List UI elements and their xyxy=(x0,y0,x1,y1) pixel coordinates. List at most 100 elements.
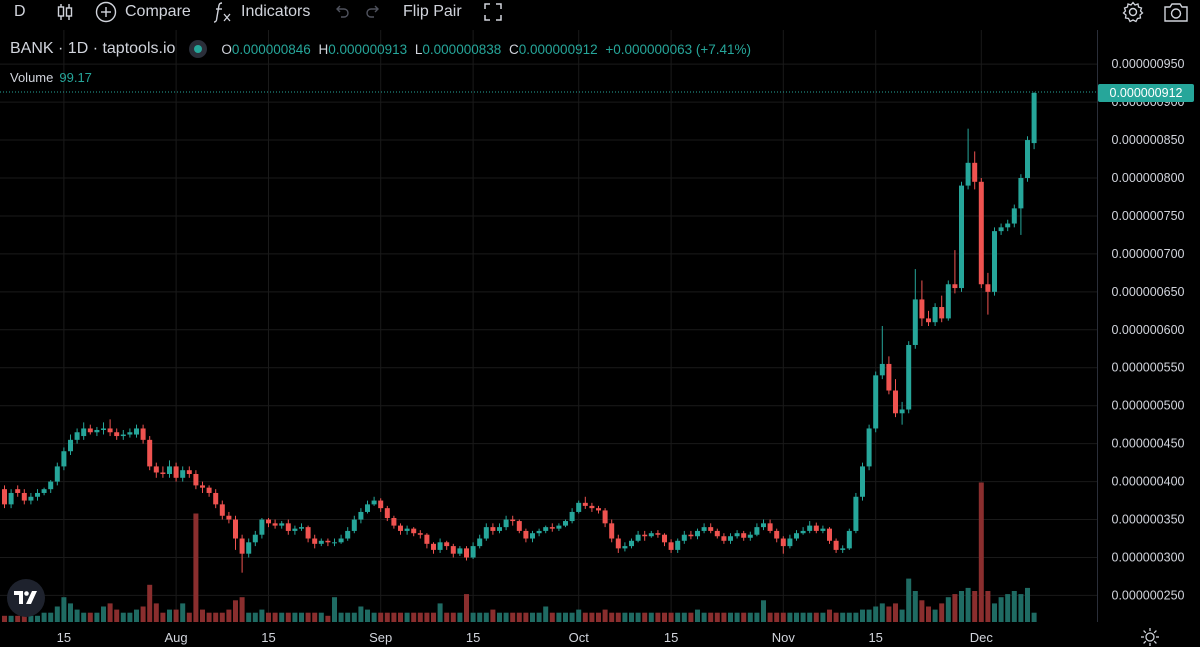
volume-bar xyxy=(81,612,87,622)
volume-bar xyxy=(371,612,377,622)
candle-body xyxy=(774,530,780,539)
candle-body xyxy=(384,508,390,519)
volume-bar xyxy=(800,612,806,622)
volume-bar xyxy=(54,606,60,622)
volume-bar xyxy=(384,612,390,622)
price-tick-label: 0.000000300 xyxy=(1112,550,1185,564)
volume-bar xyxy=(431,612,436,622)
candle-body xyxy=(431,543,436,550)
candle-body xyxy=(998,227,1004,232)
time-tick-label: Dec xyxy=(970,630,994,645)
time-axis-settings[interactable] xyxy=(1141,628,1159,646)
tradingview-logo[interactable] xyxy=(7,579,45,617)
volume-bar xyxy=(589,612,595,622)
chart-type-button[interactable] xyxy=(55,0,75,24)
candle-body xyxy=(450,546,456,554)
volume-bar xyxy=(2,615,7,622)
volume-bar xyxy=(510,612,516,622)
price-tick-label: 0.000000800 xyxy=(1112,171,1185,185)
candle-body xyxy=(978,181,984,285)
volume-bar xyxy=(939,603,945,622)
volume-bar xyxy=(365,609,370,622)
candle-body xyxy=(1005,223,1011,228)
volume-bar xyxy=(596,612,601,622)
candle-body xyxy=(477,538,483,547)
indicators-button[interactable]: Indicators xyxy=(213,0,310,24)
candle-body xyxy=(437,542,443,550)
fullscreen-icon xyxy=(483,2,503,22)
volume-bar xyxy=(978,482,984,622)
candle-body xyxy=(464,548,469,558)
candles-icon xyxy=(55,2,75,22)
candle-body xyxy=(285,523,291,531)
fullscreen-button[interactable] xyxy=(483,0,503,24)
candle-body xyxy=(444,542,450,547)
candle-body xyxy=(497,527,502,531)
volume-bar xyxy=(741,612,747,622)
candle-body xyxy=(167,466,172,474)
volume-bar xyxy=(41,612,47,622)
candle-body xyxy=(305,527,311,539)
compare-button[interactable]: Compare xyxy=(95,0,191,24)
volume-bar xyxy=(464,594,469,622)
candle-body xyxy=(602,510,608,524)
high-key: H xyxy=(318,41,329,57)
volume-bar xyxy=(728,612,733,622)
volume-bar xyxy=(721,612,727,622)
volume-bar xyxy=(807,612,813,622)
volume-bar xyxy=(285,612,291,622)
price-tick-label: 0.000000850 xyxy=(1112,133,1185,147)
candle-body xyxy=(939,307,945,319)
candle-body xyxy=(411,528,417,534)
volume-bar xyxy=(147,584,153,622)
candle-body xyxy=(510,519,516,522)
volume-bar xyxy=(886,606,892,622)
volume-label: Volume xyxy=(10,70,54,85)
volume-bar xyxy=(972,591,978,622)
candle-body xyxy=(173,466,179,478)
volume-bar xyxy=(602,609,608,622)
volume-bar xyxy=(318,612,324,622)
candle-body xyxy=(193,474,199,486)
volume-bar xyxy=(1031,612,1037,622)
candle-body xyxy=(965,162,971,186)
candle-body xyxy=(279,523,285,526)
volume-bar xyxy=(312,612,318,622)
candle-body xyxy=(21,492,27,501)
volume-bar xyxy=(582,612,588,622)
candle-body xyxy=(292,528,298,531)
interval-button[interactable]: D xyxy=(14,0,26,24)
symbol-title[interactable]: BANK · 1D · taptools.io xyxy=(10,40,176,57)
volume-bar xyxy=(932,609,938,622)
volume-bar xyxy=(424,612,430,622)
candle-body xyxy=(879,363,885,376)
volume-bar xyxy=(219,612,225,622)
volume-bar xyxy=(708,612,714,622)
flip-pair-button[interactable]: Flip Pair xyxy=(403,0,462,24)
redo-button[interactable] xyxy=(364,0,382,24)
candle-body xyxy=(629,540,634,547)
volume-bar xyxy=(906,578,912,622)
price-tick-label: 0.000000500 xyxy=(1112,399,1185,413)
candle-body xyxy=(94,429,100,433)
top-toolbar: D Compare Indicators Flip Pair xyxy=(0,0,1200,26)
volume-bar xyxy=(840,612,846,622)
flip-pair-label: Flip Pair xyxy=(403,3,462,20)
candle-body xyxy=(582,502,588,506)
volume-bar xyxy=(563,612,568,622)
volume-bar xyxy=(246,612,252,622)
time-tick-label: Aug xyxy=(165,630,188,645)
candle-body xyxy=(457,548,463,554)
candle-body xyxy=(28,496,34,501)
candle-body xyxy=(919,299,925,319)
settings-button[interactable] xyxy=(1121,0,1145,24)
candle-body xyxy=(54,466,60,482)
candle-body xyxy=(259,519,265,535)
volume-bar xyxy=(391,612,397,622)
volume-bar xyxy=(398,612,403,622)
snapshot-button[interactable] xyxy=(1163,0,1189,24)
undo-button[interactable] xyxy=(333,0,351,24)
volume-bar xyxy=(523,612,529,622)
open-key: O xyxy=(221,41,232,57)
